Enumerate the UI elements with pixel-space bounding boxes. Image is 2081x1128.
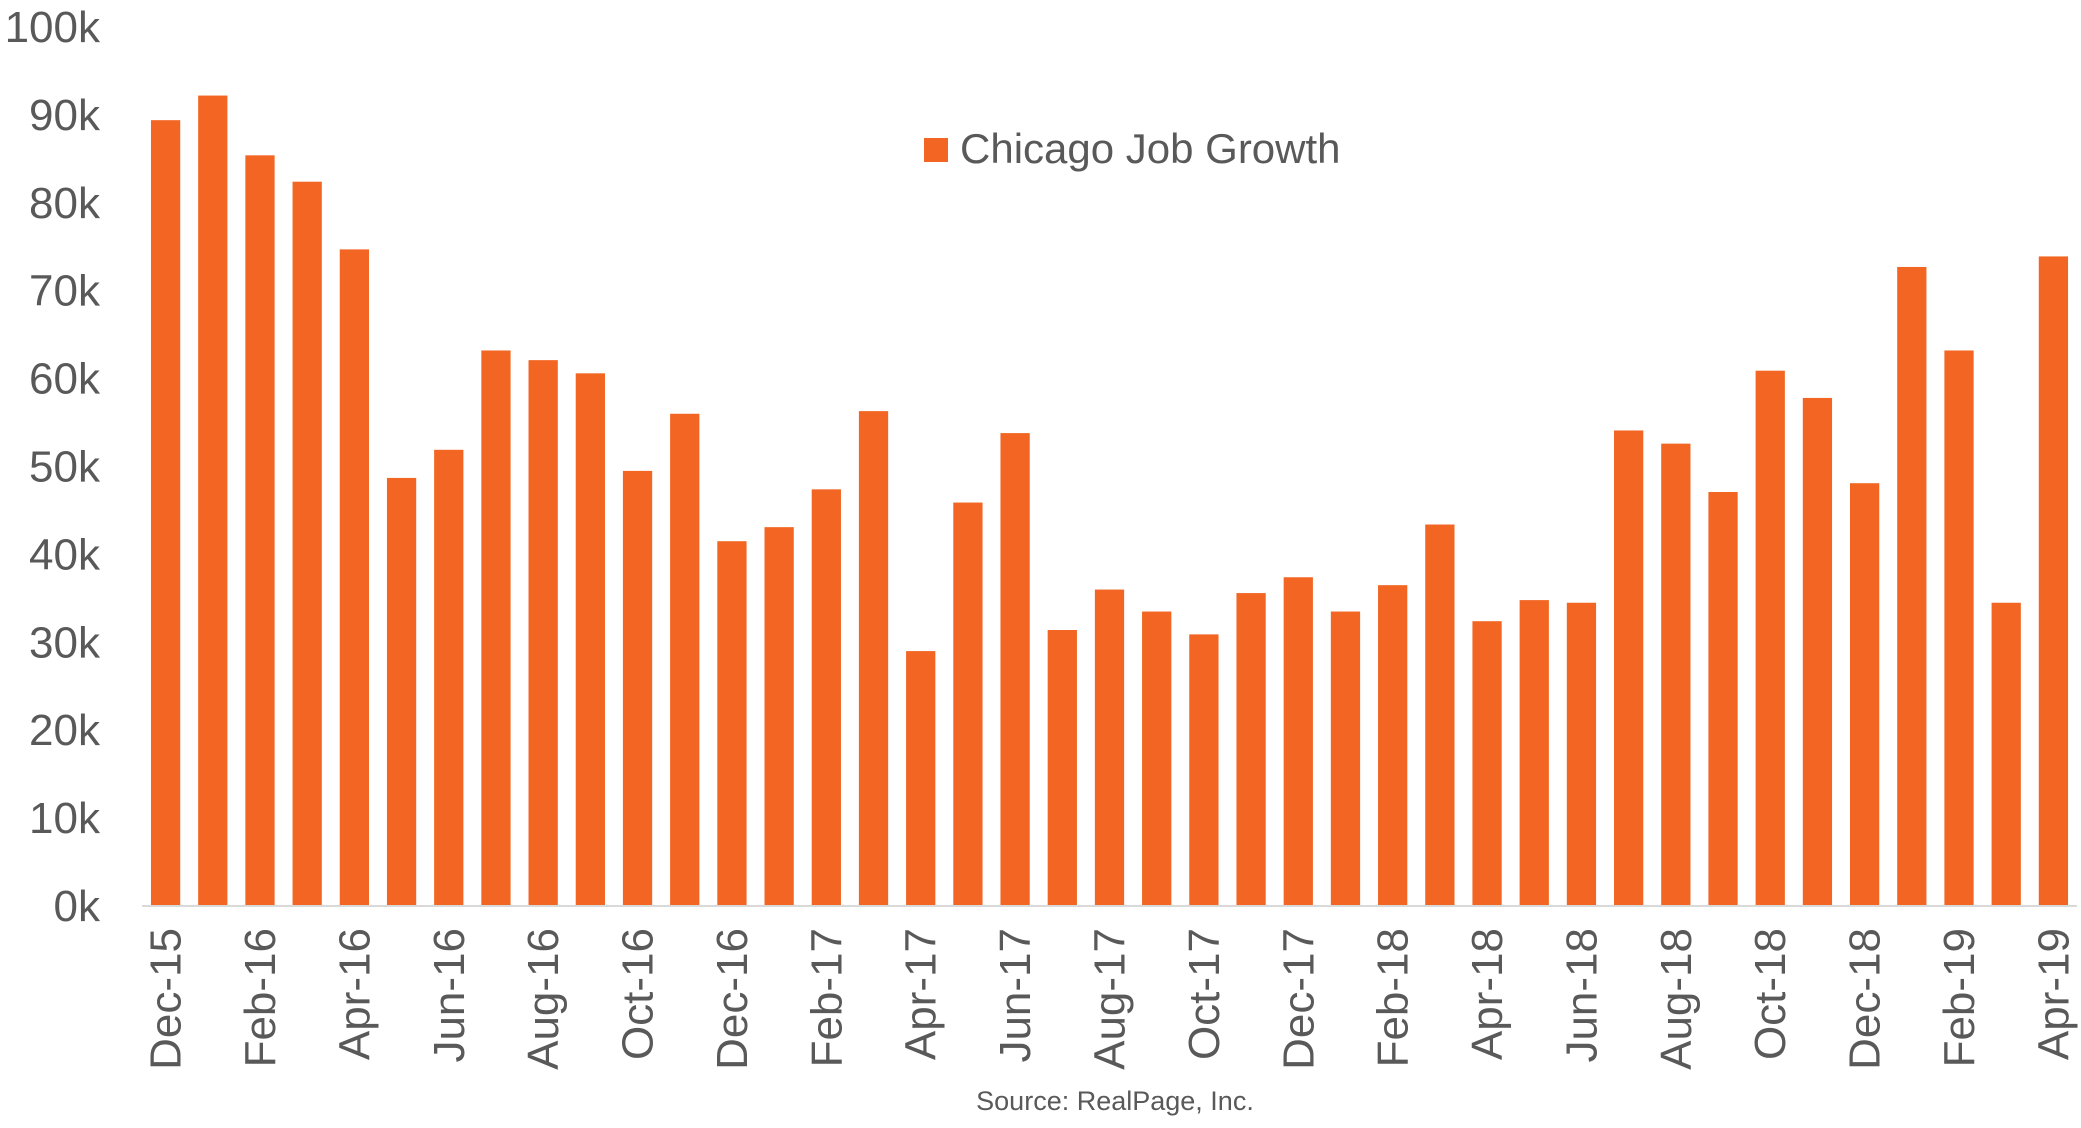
bar [575,373,605,906]
bar [1755,370,1785,907]
y-tick-label: 80k [29,179,101,228]
bar [150,120,181,906]
bar [1472,621,1502,906]
x-tick-label: Oct-16 [614,928,663,1060]
bar [1708,491,1738,906]
bar [670,413,700,906]
x-tick-label: Jun-18 [1557,928,1606,1063]
x-tick-label: Aug-18 [1652,928,1701,1070]
x-tick-label: Aug-17 [1086,928,1135,1070]
x-tick-label: Oct-18 [1746,928,1795,1060]
bar [1425,524,1455,906]
bar [1991,602,2021,906]
y-tick-label: 10k [29,794,101,843]
x-tick-label: Dec-18 [1841,928,1890,1070]
x-tick-label: Apr-19 [2029,928,2078,1060]
bar [1614,430,1644,906]
bar [717,541,747,906]
bar [1189,634,1219,906]
bar [622,470,653,906]
y-tick-label: 0k [54,882,101,931]
bar [198,95,228,906]
legend: Chicago Job Growth [924,125,1341,172]
bar [858,411,889,906]
legend-swatch [924,138,948,162]
x-tick-label: Feb-17 [802,928,851,1067]
bars [150,95,2069,907]
bar [906,651,936,906]
x-tick-label: Feb-18 [1369,928,1418,1067]
bar [1330,611,1361,906]
y-tick-label: 100k [5,3,101,52]
bar [481,350,511,906]
x-tick-label: Jun-17 [991,928,1040,1063]
bar [1897,266,1927,906]
x-tick-label: Feb-16 [236,928,285,1067]
bar [2038,256,2069,906]
bar [1142,611,1172,906]
y-tick-label: 50k [29,443,101,492]
bar [953,502,983,906]
bar [292,181,322,907]
bar [1849,483,1880,906]
bar [434,449,464,906]
bar [1000,433,1030,906]
y-tick-label: 60k [29,355,101,404]
bar [1236,593,1266,906]
x-tick-label: Oct-17 [1180,928,1229,1060]
legend-label: Chicago Job Growth [960,125,1341,172]
y-tick-label: 20k [29,706,101,755]
x-tick-label: Apr-16 [330,928,379,1060]
x-tick-label: Apr-17 [897,928,946,1060]
bar [528,360,558,906]
x-tick-label: Aug-16 [519,928,568,1070]
bar [1661,443,1691,906]
x-tick-label: Feb-19 [1935,928,1984,1067]
x-tick-label: Dec-17 [1274,928,1323,1070]
x-tick-label: Dec-16 [708,928,757,1070]
y-axis-ticks: 0k 10k 20k 30k 40k 50k 60k 70k 80k 90k 100k [5,3,101,931]
bar [386,477,417,906]
x-tick-label: Jun-16 [425,928,474,1063]
source-note: Source: RealPage, Inc. [976,1086,1254,1116]
y-tick-label: 90k [29,91,101,140]
y-tick-label: 70k [29,267,101,316]
bar [811,489,841,906]
bar [245,155,275,907]
bar [1094,589,1125,906]
y-tick-label: 30k [29,618,101,667]
bar [1566,602,1597,906]
bar [1378,585,1408,906]
bar [1944,350,1974,906]
bar [1283,577,1313,906]
bar [1047,629,1077,906]
bar [764,527,794,906]
bar [1802,397,1833,906]
y-tick-label: 40k [29,530,101,579]
x-tick-label: Apr-18 [1463,928,1512,1060]
x-tick-label: Dec-15 [142,928,191,1070]
bar [1519,600,1549,906]
bar [339,249,370,907]
x-axis-ticks: Dec-15 Feb-16 Apr-16 Jun-16 Aug-16 Oct-16 Dec-… [142,928,2079,1070]
